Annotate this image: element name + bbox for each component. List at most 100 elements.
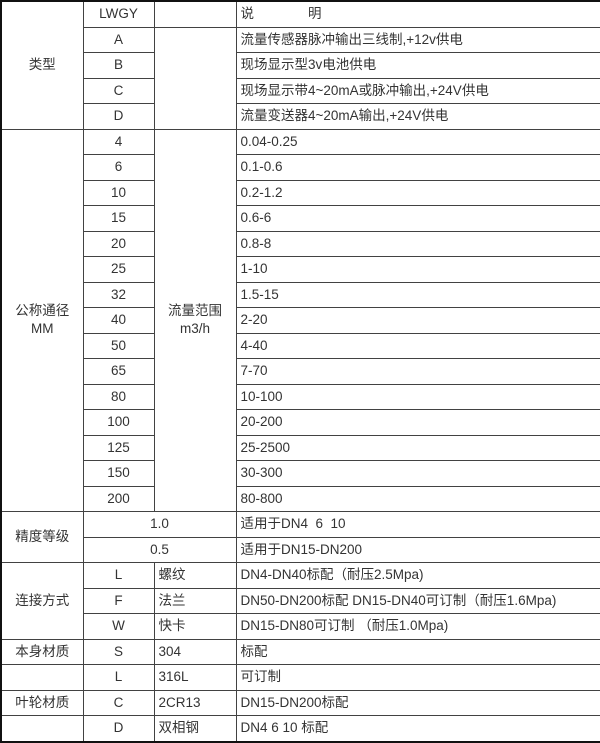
diameter-label-cell: 公称通径 MM [0, 128, 84, 513]
range-cell: 30-300 [235, 460, 600, 487]
type-empty-cell [153, 26, 237, 130]
impeller-empty-label-cell [0, 664, 84, 691]
table-row: W 快卡 DN15-DN80可订制 （耐压1.0Mpa) [1, 613, 600, 640]
table-row: L 316L 可订制 [0, 664, 600, 691]
range-cell: 1.5-15 [235, 281, 600, 309]
table-row: 叶轮材质 C 2CR13 DN15-DN200标配 [0, 689, 600, 717]
connection-code-cell: W [82, 613, 155, 640]
range-cell: 10-100 [235, 383, 600, 411]
connection-desc-cell: DN15-DN80可订制 （耐压1.0Mpa) [235, 613, 600, 640]
material-desc-cell: 可订制 [235, 664, 600, 691]
material-code-cell: D [82, 715, 155, 743]
table-row: 6 0.1-0.6 [1, 154, 600, 181]
material-desc-cell: DN15-DN200标配 [235, 689, 600, 717]
accuracy-value-cell: 1.0 [82, 511, 237, 538]
range-cell: 2-20 [235, 307, 600, 334]
table-row: 32 1.5-15 [1, 281, 600, 309]
table-row: 80 10-100 [1, 383, 600, 411]
material-name-cell: 2CR13 [153, 689, 237, 717]
material-code-cell: L [82, 664, 155, 691]
connection-name-cell: 法兰 [153, 587, 237, 615]
size-cell: 20 [82, 230, 155, 258]
material-name-cell: 304 [153, 638, 237, 666]
table-row: 15 0.6-6 [1, 205, 600, 232]
range-cell: 7-70 [235, 358, 600, 385]
type-desc-cell: 流量变送器4~20mA输出,+24V供电 [235, 103, 600, 130]
size-cell: 32 [82, 281, 155, 309]
table-row: 精度等级 1.0 适用于DN4 6 10 [0, 511, 600, 564]
connection-label-cell: 连接方式 [0, 562, 84, 640]
table-row: C 现场显示带4~20mA或脉冲输出,+24V供电 [1, 77, 600, 105]
table-row: 150 30-300 [1, 460, 600, 487]
table-row: 20 0.8-8 [1, 230, 600, 258]
size-cell: 25 [82, 256, 155, 283]
material-code-cell: C [82, 689, 155, 717]
connection-name-cell: 螺纹 [153, 562, 237, 589]
material-name-cell: 双相钢 [153, 715, 237, 743]
type-desc-cell: 流量传感器脉冲输出三线制,+12v供电 [235, 26, 600, 54]
type-label-cell: 类型 [0, 0, 84, 130]
connection-name-cell: 快卡 [153, 613, 237, 640]
size-cell: 6 [82, 154, 155, 181]
type-desc-cell: 现场显示型3v电池供电 [235, 52, 600, 79]
table-row: 本身材质 S 304 标配 [0, 638, 600, 666]
accuracy-value-cell: 0.5 [82, 536, 237, 564]
type-desc-cell: 现场显示带4~20mA或脉冲输出,+24V供电 [235, 77, 600, 105]
table-row: A 流量传感器脉冲输出三线制,+12v供电 [1, 26, 600, 130]
type-code-cell: C [82, 77, 155, 105]
model-header-cell: LWGY [82, 0, 155, 28]
table-row: 类型 LWGY 说 明 [0, 0, 600, 130]
table-row: 10 0.2-1.2 [1, 179, 600, 207]
flow-range-label-cell: 流量范围 m3/h [153, 128, 237, 513]
impeller-empty-label-cell [0, 715, 84, 743]
size-cell: 150 [82, 460, 155, 487]
connection-code-cell: L [82, 562, 155, 589]
table-row: B 现场显示型3v电池供电 [1, 52, 600, 79]
size-cell: 50 [82, 332, 155, 360]
range-cell: 1-10 [235, 256, 600, 283]
size-cell: 15 [82, 205, 155, 232]
range-cell: 0.2-1.2 [235, 179, 600, 207]
table-row: 65 7-70 [1, 358, 600, 385]
size-cell: 10 [82, 179, 155, 207]
range-cell: 0.8-8 [235, 230, 600, 258]
table-row: 公称通径 MM 4 流量范围 m3/h 0.04-0.25 [0, 128, 600, 513]
size-cell: 200 [82, 485, 155, 513]
size-cell: 40 [82, 307, 155, 334]
size-cell: 100 [82, 409, 155, 436]
range-cell: 0.04-0.25 [235, 128, 600, 156]
range-cell: 25-2500 [235, 434, 600, 462]
range-cell: 0.6-6 [235, 205, 600, 232]
material-name-cell: 316L [153, 664, 237, 691]
material-desc-cell: DN4 6 10 标配 [235, 715, 600, 743]
empty-header-cell [153, 0, 237, 28]
accuracy-desc-cell: 适用于DN15-DN200 [235, 536, 600, 564]
body-material-label-cell: 本身材质 [0, 638, 84, 666]
table-row: 200 80-800 [1, 485, 600, 513]
size-cell: 80 [82, 383, 155, 411]
accuracy-label-cell: 精度等级 [0, 511, 84, 564]
range-cell: 0.1-0.6 [235, 154, 600, 181]
material-code-cell: S [82, 638, 155, 666]
table-row: 连接方式 L 螺纹 DN4-DN40标配（耐压2.5Mpa) [0, 562, 600, 640]
connection-desc-cell: DN50-DN200标配 DN15-DN40可订制（耐压1.6Mpa) [235, 587, 600, 615]
range-cell: 20-200 [235, 409, 600, 436]
size-cell: 125 [82, 434, 155, 462]
impeller-material-label-cell: 叶轮材质 [0, 689, 84, 717]
table-row: 125 25-2500 [1, 434, 600, 462]
type-code-cell: B [82, 52, 155, 79]
table-row: D 流量变送器4~20mA输出,+24V供电 [1, 103, 600, 130]
range-cell: 80-800 [235, 485, 600, 513]
size-cell: 65 [82, 358, 155, 385]
range-cell: 4-40 [235, 332, 600, 360]
material-desc-cell: 标配 [235, 638, 600, 666]
type-code-cell: A [82, 26, 155, 54]
table-row: 50 4-40 [1, 332, 600, 360]
table-row: D 双相钢 DN4 6 10 标配 [0, 715, 600, 743]
size-cell: 4 [82, 128, 155, 156]
table-row: 40 2-20 [1, 307, 600, 334]
table-row: F 法兰 DN50-DN200标配 DN15-DN40可订制（耐压1.6Mpa) [1, 587, 600, 615]
table-row: 100 20-200 [1, 409, 600, 436]
table-row: 0.5 适用于DN15-DN200 [1, 536, 600, 564]
